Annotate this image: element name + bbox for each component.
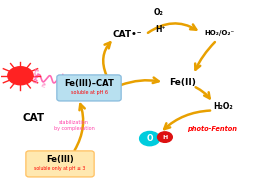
Text: soluble at pH 6: soluble at pH 6 bbox=[70, 90, 108, 95]
Text: Fe(III): Fe(III) bbox=[46, 155, 74, 164]
FancyBboxPatch shape bbox=[26, 151, 94, 177]
Text: H: H bbox=[162, 135, 167, 140]
Text: LMCT: LMCT bbox=[34, 67, 41, 84]
Text: CAT•⁻: CAT•⁻ bbox=[112, 30, 142, 39]
Text: H⁺: H⁺ bbox=[155, 25, 165, 34]
Text: Fe(III)–CAT: Fe(III)–CAT bbox=[64, 79, 114, 88]
FancyBboxPatch shape bbox=[57, 75, 121, 101]
Text: O₂: O₂ bbox=[154, 8, 164, 17]
Circle shape bbox=[8, 67, 33, 85]
Text: H₂O₂: H₂O₂ bbox=[214, 102, 233, 111]
Text: hv: hv bbox=[42, 80, 48, 87]
Circle shape bbox=[140, 132, 160, 146]
Text: photo-Fenton: photo-Fenton bbox=[187, 126, 237, 132]
Text: HO₂/O₂⁻: HO₂/O₂⁻ bbox=[204, 30, 235, 36]
Text: soluble only at pH ≤ 3: soluble only at pH ≤ 3 bbox=[34, 166, 86, 171]
Text: stabilization
by complexation: stabilization by complexation bbox=[54, 120, 94, 131]
Circle shape bbox=[158, 132, 172, 142]
Text: O: O bbox=[146, 134, 153, 143]
Text: Fe(II): Fe(II) bbox=[169, 78, 196, 87]
Text: CAT: CAT bbox=[23, 113, 45, 123]
